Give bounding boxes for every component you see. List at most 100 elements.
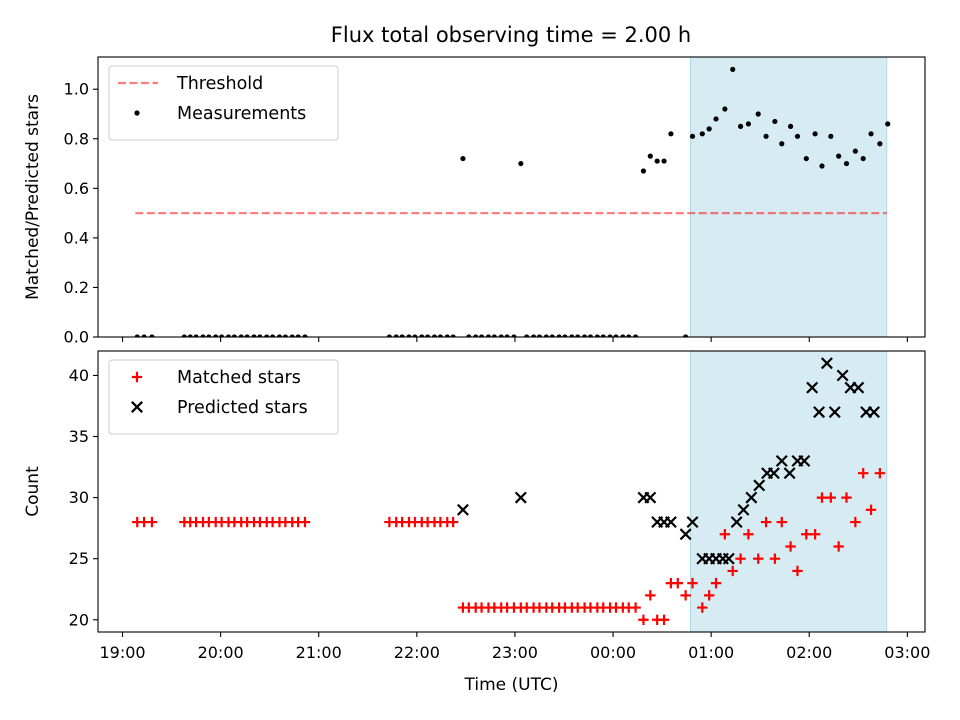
y-tick-label: 35	[69, 427, 89, 446]
data-point	[206, 334, 212, 337]
series-matched-stars	[132, 467, 886, 625]
data-point	[828, 406, 841, 419]
data-point	[730, 66, 736, 72]
data-point	[289, 334, 295, 337]
data-point	[776, 516, 787, 528]
data-point	[282, 334, 288, 337]
data-point	[697, 602, 708, 613]
data-point	[843, 160, 850, 167]
data-point	[193, 334, 199, 337]
data-point	[187, 334, 193, 337]
data-point	[668, 131, 674, 137]
legend-label: Matched stars	[177, 368, 301, 388]
data-point	[772, 118, 778, 125]
data-point	[645, 590, 656, 601]
plot-area	[134, 66, 891, 337]
bottom-panel: 20 25 30 35 40 19:00 20:00 21:00 22:00 23:00 00:00…	[23, 350, 930, 695]
data-point	[841, 492, 852, 503]
data-point	[640, 168, 647, 174]
data-point	[865, 504, 877, 516]
data-point	[868, 131, 874, 137]
data-point	[664, 516, 677, 529]
y-tick-label: 20	[69, 610, 89, 629]
data-point	[710, 577, 722, 589]
x-tick-label: 03:00	[884, 643, 930, 662]
data-point	[820, 357, 833, 370]
y-tick-label: 25	[69, 549, 89, 568]
data-point	[852, 148, 858, 154]
data-point	[737, 123, 744, 129]
data-point	[543, 334, 549, 337]
data-point	[743, 529, 754, 540]
data-point	[447, 516, 459, 528]
data-point	[877, 141, 883, 147]
data-point	[792, 565, 803, 577]
x-tick-label: 20:00	[198, 643, 244, 662]
data-point	[760, 516, 772, 528]
data-point	[257, 334, 263, 337]
data-point	[518, 160, 524, 167]
data-point	[679, 528, 692, 541]
y-tick-label: 0.0	[64, 328, 89, 347]
data-point	[819, 163, 825, 169]
data-point	[683, 334, 689, 337]
data-point	[141, 334, 147, 337]
x-tick-label: 00:00	[590, 643, 636, 662]
data-point	[874, 467, 886, 479]
data-point	[270, 334, 276, 337]
data-point	[498, 334, 504, 337]
x-tick-label: 21:00	[296, 643, 342, 662]
data-point	[868, 406, 880, 419]
data-point	[755, 111, 761, 117]
data-point	[444, 334, 450, 337]
data-point	[885, 121, 891, 127]
series-measurements	[134, 66, 891, 337]
observing-window-span	[690, 56, 888, 338]
data-point	[219, 334, 225, 337]
data-point	[719, 529, 731, 540]
data-point	[672, 577, 683, 589]
data-point	[816, 492, 828, 503]
data-point	[562, 334, 568, 337]
data-point	[860, 155, 866, 162]
data-point	[412, 334, 418, 337]
data-point	[727, 565, 738, 577]
legend: Threshold Measurements	[108, 65, 339, 141]
data-point	[231, 334, 237, 337]
x-tick-label: 19:00	[99, 643, 145, 662]
legend-handle	[131, 371, 143, 383]
data-point	[491, 334, 497, 337]
data-point	[626, 334, 632, 337]
data-point	[735, 553, 746, 564]
data-point	[767, 467, 780, 480]
data-point	[647, 153, 653, 159]
data-point	[473, 334, 479, 337]
data-point	[798, 454, 811, 467]
y-tick-label: 0.8	[64, 129, 89, 148]
data-point	[699, 131, 705, 137]
plot-area	[132, 357, 886, 625]
data-point	[524, 334, 530, 337]
data-point	[200, 334, 206, 337]
x-tick-label: 02:00	[786, 643, 832, 662]
x-tick-label: 22:00	[394, 643, 440, 662]
x-axis-label: Time (UTC)	[464, 675, 559, 695]
data-point	[779, 141, 785, 147]
data-point	[745, 491, 758, 504]
data-point	[632, 334, 639, 337]
y-tick-label: 0.4	[64, 228, 89, 247]
data-point	[213, 334, 219, 337]
legend-label: Measurements	[177, 104, 306, 124]
data-point	[504, 334, 510, 337]
data-point	[769, 553, 781, 564]
y-tick-label: 1.0	[64, 80, 89, 99]
data-point	[134, 334, 140, 337]
chart-title: Flux total observing time = 2.00 h	[331, 23, 691, 47]
data-point	[466, 334, 472, 337]
data-point	[828, 133, 834, 139]
data-point	[276, 334, 283, 337]
data-point	[607, 334, 613, 337]
data-point	[295, 334, 301, 337]
data-point	[806, 381, 819, 394]
